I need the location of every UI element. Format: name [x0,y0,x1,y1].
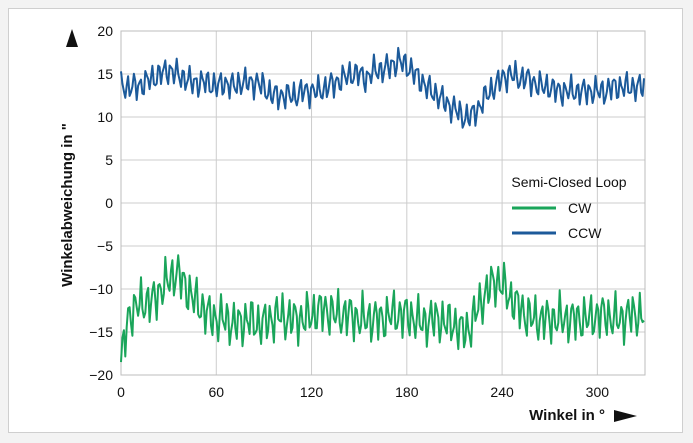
series-layer [120,46,645,363]
y-tick-label: 0 [105,195,113,211]
x-tick-label: 180 [395,384,419,400]
y-tick-label: 10 [97,109,113,125]
chart-frame: 20 15 10 5 0 −5 −10 −15 −20 0 60 120 180 240 300 Wink… [8,8,683,433]
legend-label-ccw: CCW [568,225,602,241]
y-tick-label: −5 [97,238,113,254]
legend-title: Semi-Closed Loop [511,174,626,190]
x-tick-label: 300 [586,384,610,400]
y-tick-label: −10 [89,281,113,297]
legend: Semi-Closed Loop CW CCW [511,174,626,241]
y-axis-arrow-icon [66,29,78,47]
series-line-cw [120,254,645,363]
y-axis-title: Winkelabweichung in " [59,123,76,287]
line-chart: 20 15 10 5 0 −5 −10 −15 −20 0 60 120 180 240 300 Wink… [59,23,646,424]
x-tick-label: 240 [490,384,514,400]
x-tick-label: 0 [117,384,125,400]
y-tick-labels: 20 15 10 5 0 −5 −10 −15 −20 [89,23,113,383]
x-tick-label: 60 [208,384,224,400]
y-tick-label: −15 [89,324,113,340]
y-axis-title-group: Winkelabweichung in " [59,29,78,287]
y-tick-label: 15 [97,66,113,82]
series-line-ccw [120,46,645,129]
x-axis-arrow-icon [614,410,637,422]
x-axis-title-group: Winkel in ° [529,407,637,424]
y-tick-label: 20 [97,23,113,39]
legend-label-cw: CW [568,200,592,216]
y-tick-label: 5 [105,152,113,168]
y-tick-label: −20 [89,367,113,383]
x-tick-label: 120 [300,384,324,400]
plot-area [120,30,646,376]
x-axis-title: Winkel in ° [529,407,605,424]
x-tick-labels: 0 60 120 180 240 300 [117,384,609,400]
